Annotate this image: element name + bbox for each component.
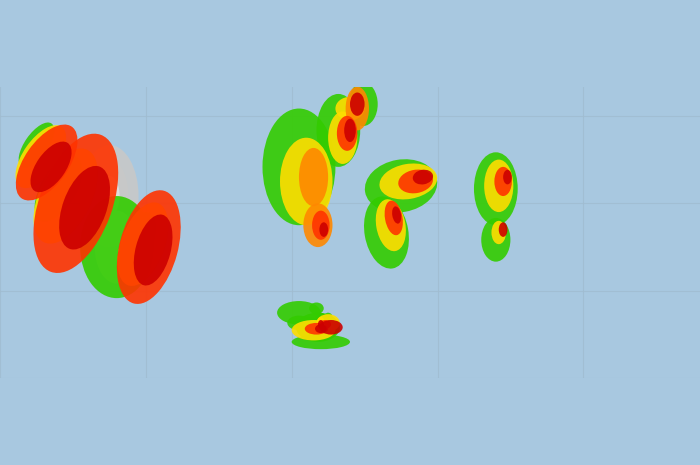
Ellipse shape — [491, 221, 506, 244]
Ellipse shape — [34, 148, 98, 244]
Ellipse shape — [384, 200, 403, 235]
Ellipse shape — [474, 153, 518, 225]
Ellipse shape — [494, 167, 512, 196]
Ellipse shape — [318, 320, 323, 329]
Ellipse shape — [316, 314, 340, 332]
Ellipse shape — [328, 112, 357, 164]
Ellipse shape — [34, 134, 118, 273]
Ellipse shape — [314, 312, 328, 336]
Ellipse shape — [292, 320, 335, 340]
Ellipse shape — [323, 312, 332, 321]
Ellipse shape — [319, 222, 328, 237]
Ellipse shape — [117, 190, 181, 304]
Ellipse shape — [379, 164, 438, 199]
Ellipse shape — [15, 125, 66, 188]
Ellipse shape — [481, 218, 510, 262]
Ellipse shape — [413, 170, 433, 185]
Ellipse shape — [299, 148, 328, 206]
Ellipse shape — [498, 222, 508, 237]
Ellipse shape — [398, 170, 433, 193]
Ellipse shape — [484, 159, 513, 212]
Ellipse shape — [312, 211, 330, 240]
Ellipse shape — [16, 125, 78, 200]
Ellipse shape — [31, 141, 71, 192]
Ellipse shape — [118, 202, 168, 286]
Ellipse shape — [90, 159, 128, 232]
Ellipse shape — [316, 317, 326, 332]
Ellipse shape — [303, 203, 332, 247]
Ellipse shape — [134, 214, 172, 286]
Ellipse shape — [376, 199, 406, 251]
Ellipse shape — [344, 119, 356, 142]
Ellipse shape — [323, 327, 332, 336]
Ellipse shape — [335, 97, 365, 120]
Ellipse shape — [80, 196, 153, 298]
Ellipse shape — [304, 323, 328, 335]
Ellipse shape — [304, 320, 340, 338]
Ellipse shape — [337, 116, 357, 151]
Ellipse shape — [122, 212, 155, 268]
Ellipse shape — [349, 82, 378, 126]
Ellipse shape — [80, 145, 139, 247]
Ellipse shape — [365, 159, 438, 213]
Ellipse shape — [364, 196, 409, 269]
Ellipse shape — [346, 86, 369, 130]
Ellipse shape — [350, 93, 365, 116]
Ellipse shape — [60, 166, 110, 250]
Ellipse shape — [287, 316, 311, 330]
Ellipse shape — [292, 335, 350, 349]
Ellipse shape — [94, 211, 139, 284]
Ellipse shape — [309, 303, 323, 314]
Ellipse shape — [19, 122, 55, 167]
Ellipse shape — [277, 301, 321, 325]
Ellipse shape — [302, 317, 316, 326]
Ellipse shape — [319, 320, 331, 329]
Ellipse shape — [280, 138, 332, 225]
Ellipse shape — [319, 320, 343, 335]
Ellipse shape — [315, 325, 327, 333]
Ellipse shape — [392, 206, 401, 224]
Ellipse shape — [262, 108, 335, 225]
Ellipse shape — [296, 312, 339, 342]
Ellipse shape — [99, 176, 120, 217]
Ellipse shape — [503, 170, 512, 185]
Ellipse shape — [316, 94, 361, 167]
Ellipse shape — [34, 156, 82, 221]
